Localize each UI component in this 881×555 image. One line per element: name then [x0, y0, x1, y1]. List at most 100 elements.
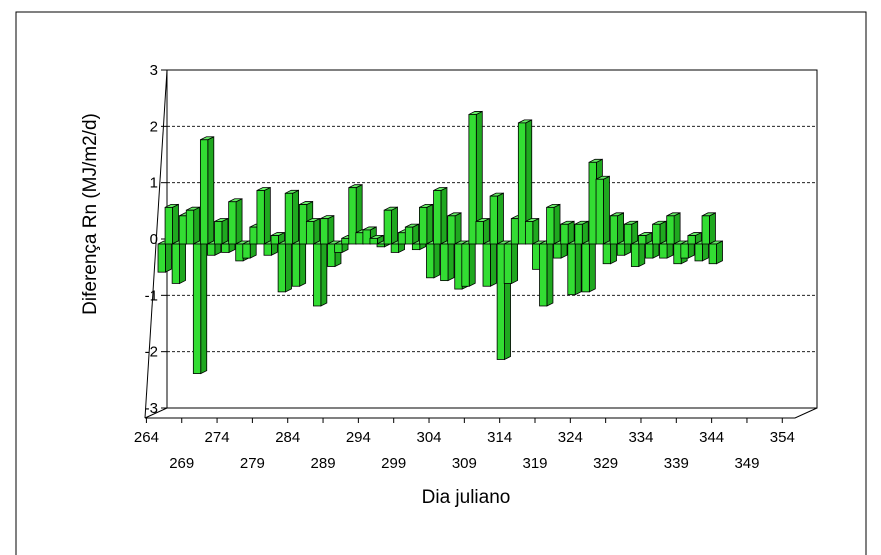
bar-front	[673, 243, 682, 265]
bar	[433, 186, 448, 245]
bar-front	[411, 243, 421, 251]
bar-front	[440, 243, 449, 282]
bar	[468, 110, 483, 245]
y-tick-labels: 3 2 1 0 -1 -2 -3	[145, 62, 158, 417]
bar-front	[291, 243, 301, 287]
bar-side	[673, 212, 681, 245]
bar-side	[716, 240, 723, 265]
bar-side	[263, 186, 271, 245]
bar	[214, 217, 229, 245]
bar	[609, 212, 624, 245]
bar-side	[631, 220, 639, 245]
bar	[524, 217, 540, 245]
bar-side	[235, 198, 243, 245]
x-tick-label: 269	[169, 455, 194, 472]
bar-front	[320, 218, 329, 245]
bar-side	[511, 240, 519, 285]
bar-side	[433, 240, 441, 279]
bar-side	[207, 136, 215, 245]
bar	[503, 240, 519, 285]
bar-side	[617, 212, 624, 245]
bar	[567, 240, 582, 296]
bar-side	[497, 192, 504, 245]
bar	[313, 240, 328, 307]
bar-side	[200, 240, 208, 375]
bar	[560, 220, 575, 245]
bar-front	[602, 243, 611, 265]
bar-front	[447, 215, 456, 245]
bar-front	[581, 243, 590, 293]
bar-side	[574, 240, 582, 296]
bar-front	[426, 243, 435, 279]
bar-front	[228, 201, 237, 245]
bar-side	[468, 240, 476, 287]
bar-front	[207, 243, 216, 256]
bar-front	[645, 243, 654, 259]
bar-side	[179, 240, 186, 285]
bar	[320, 215, 335, 245]
bar	[256, 186, 271, 245]
bar-side	[299, 240, 307, 287]
x-tick-label: 354	[770, 429, 795, 446]
bar-side	[221, 217, 229, 245]
bar-front	[687, 235, 696, 245]
bar-front	[496, 243, 505, 360]
bar-front	[178, 215, 188, 245]
x-tick-label: 324	[558, 429, 583, 446]
bar	[157, 240, 172, 273]
y-tick-label: -3	[145, 400, 158, 417]
bar-front	[362, 229, 371, 245]
bar-front	[433, 190, 442, 245]
bar-front	[652, 223, 661, 245]
bar	[482, 240, 497, 287]
bar-side	[603, 175, 610, 245]
bar-front	[609, 215, 618, 245]
bar-front	[242, 243, 251, 259]
bar	[419, 203, 434, 245]
bar	[426, 240, 441, 279]
plot-area	[144, 69, 818, 423]
bar	[708, 240, 723, 265]
x-tick-label: 289	[311, 455, 336, 472]
x-tick-label: 319	[522, 455, 547, 472]
bar	[581, 240, 596, 293]
bar-front	[517, 122, 527, 245]
bar-side	[454, 212, 462, 245]
bar-front	[313, 243, 322, 307]
bar-front	[623, 223, 633, 245]
bar-front	[616, 243, 626, 256]
bar	[546, 203, 561, 245]
bar	[602, 240, 617, 265]
bar-side	[193, 206, 201, 245]
x-tick-labels: 264 269 274 279 284 289 294 299 304 309 314 319 324 3…	[134, 429, 795, 472]
x-tick-label: 339	[664, 455, 689, 472]
bar	[666, 212, 681, 245]
bar-front	[701, 215, 710, 245]
x-tick-label: 279	[240, 455, 265, 472]
bar-front	[199, 139, 209, 245]
bar	[291, 240, 307, 287]
bar-side	[172, 203, 179, 245]
bar-side	[588, 240, 596, 293]
bar-side	[709, 212, 716, 245]
bar-front	[638, 235, 647, 245]
bar	[595, 175, 610, 245]
bar-front	[475, 221, 484, 245]
bar	[242, 240, 257, 259]
bar	[440, 240, 455, 282]
bar-front	[327, 243, 336, 267]
bar-front	[539, 243, 548, 307]
bar-side	[313, 217, 321, 245]
bar-front	[482, 243, 491, 287]
bar-front	[390, 243, 399, 253]
x-tick-label: 304	[417, 429, 442, 446]
bar-side	[320, 240, 328, 307]
x-tick-label: 284	[275, 429, 300, 446]
y-tick-label: 0	[150, 231, 158, 248]
bar-front	[468, 114, 477, 245]
x-tick-label: 314	[487, 429, 512, 446]
bar	[447, 212, 462, 245]
bar-side	[165, 240, 172, 273]
bar-side	[659, 220, 667, 245]
bar-front	[419, 206, 428, 245]
